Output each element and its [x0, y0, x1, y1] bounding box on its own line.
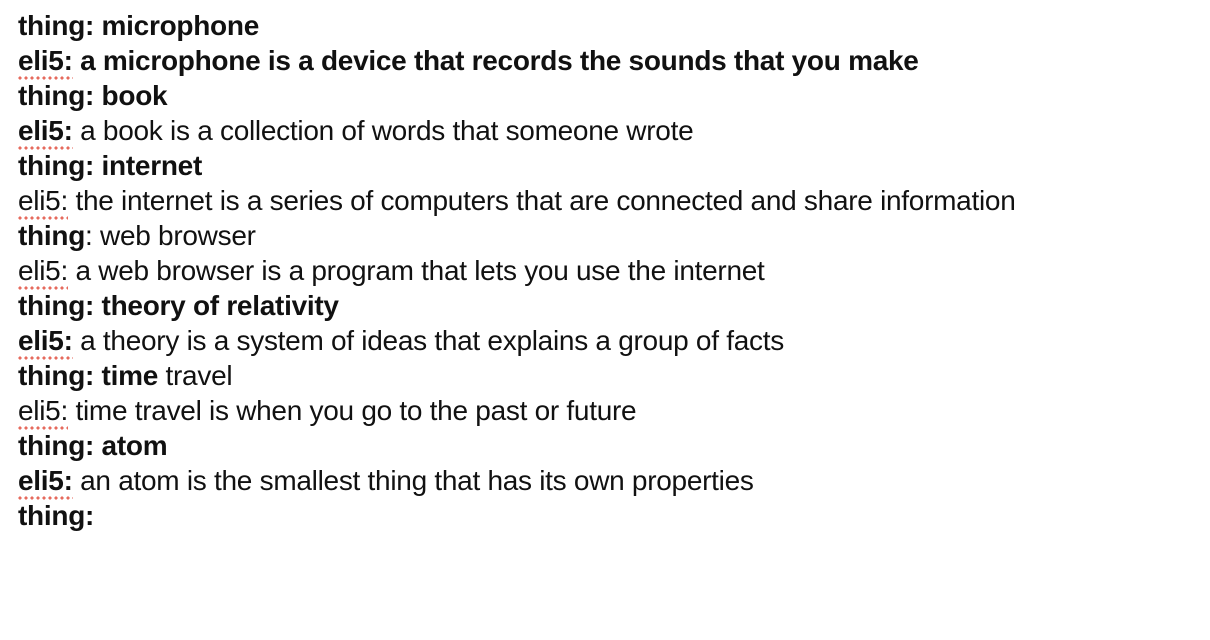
text-line: eli5: a theory is a system of ideas that…	[18, 323, 1192, 358]
text-line: thing: microphone	[18, 8, 1192, 43]
text-line: thing:	[18, 498, 1192, 533]
eli5-label: eli5:	[18, 115, 73, 146]
line-text: atom	[94, 430, 167, 461]
line-text: an atom is the smallest thing that has i…	[73, 465, 754, 496]
spellcheck-underline: eli5:	[18, 253, 68, 288]
eli5-label: eli5:	[18, 395, 68, 426]
spellcheck-underline: eli5:	[18, 393, 68, 428]
text-line: eli5: an atom is the smallest thing that…	[18, 463, 1192, 498]
spellcheck-underline: eli5:	[18, 43, 73, 78]
text-line: thing: atom	[18, 428, 1192, 463]
line-text: microphone	[94, 10, 259, 41]
line-text: a book is a collection of words that som…	[73, 115, 694, 146]
eli5-label: eli5:	[18, 185, 68, 216]
line-text: a web browser is a program that lets you…	[68, 255, 765, 286]
spellcheck-underline: eli5:	[18, 183, 68, 218]
text-line: thing: web browser	[18, 218, 1192, 253]
thing-label: thing:	[18, 80, 94, 111]
text-line: eli5: a book is a collection of words th…	[18, 113, 1192, 148]
line-text: the internet is a series of computers th…	[68, 185, 1016, 216]
text-line: eli5: a web browser is a program that le…	[18, 253, 1192, 288]
eli5-label: eli5:	[18, 465, 73, 496]
text-line: thing: book	[18, 78, 1192, 113]
thing-label: thing:	[18, 430, 94, 461]
eli5-label: eli5:	[18, 255, 68, 286]
line-text: time travel is when you go to the past o…	[68, 395, 636, 426]
text-line: eli5: time travel is when you go to the …	[18, 393, 1192, 428]
thing-label: thing:	[18, 10, 94, 41]
line-text: : web browser	[85, 220, 256, 251]
thing-label: thing:	[18, 290, 94, 321]
document-body: thing: microphoneeli5: a microphone is a…	[0, 0, 1210, 533]
line-text: internet	[94, 150, 202, 181]
line-text: a theory is a system of ideas that expla…	[73, 325, 784, 356]
thing-label: thing:	[18, 500, 94, 531]
spellcheck-underline: eli5:	[18, 323, 73, 358]
spellcheck-underline: eli5:	[18, 463, 73, 498]
line-text: theory of relativity	[94, 290, 339, 321]
line-text: book	[94, 80, 167, 111]
text-line: thing: time travel	[18, 358, 1192, 393]
thing-label: thing	[18, 220, 85, 251]
text-line: thing: theory of relativity	[18, 288, 1192, 323]
text-line: thing: internet	[18, 148, 1192, 183]
eli5-label: eli5:	[18, 45, 73, 76]
thing-label: thing:	[18, 150, 94, 181]
line-text: a microphone is a device that records th…	[73, 45, 919, 76]
eli5-label: eli5:	[18, 325, 73, 356]
text-line: eli5: a microphone is a device that reco…	[18, 43, 1192, 78]
line-text-2: travel	[158, 360, 232, 391]
spellcheck-underline: eli5:	[18, 113, 73, 148]
line-text: time	[94, 360, 158, 391]
thing-label: thing:	[18, 360, 94, 391]
text-line: eli5: the internet is a series of comput…	[18, 183, 1192, 218]
